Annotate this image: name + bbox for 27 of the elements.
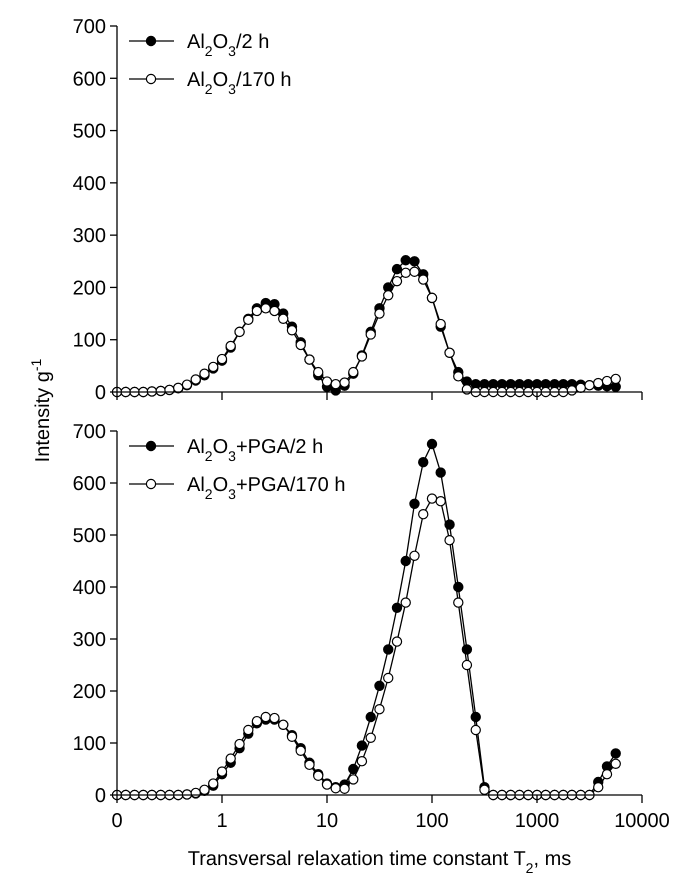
y-tick-label: 400 <box>72 577 106 599</box>
y-tick-label: 200 <box>72 277 106 300</box>
y-tick-label: 100 <box>72 733 106 755</box>
y-tick-label: 500 <box>72 120 106 143</box>
x-tick-label: 0 <box>111 810 123 832</box>
legend-label: Al$_{2}$O$_{3}$+PGA/2 h <box>187 436 324 464</box>
legend-label: Al$_{2}$O$_{3}$/2 h <box>187 31 270 59</box>
x-tick-label: 100 <box>415 810 449 832</box>
y-tick-label: 300 <box>72 225 106 248</box>
y-tick-label: 600 <box>72 68 106 90</box>
x-tick-label: 10 <box>316 810 338 832</box>
y-tick-label: 0 <box>94 382 106 404</box>
legend-label: Al$_{2}$O$_{3}$+PGA/170 h <box>187 474 346 502</box>
y-tick-label: 700 <box>72 16 106 38</box>
x-tick-label: 1 <box>216 810 228 832</box>
x-tick-label: 1000 <box>514 810 560 832</box>
y-tick-label: 200 <box>72 681 106 703</box>
y-tick-label: 0 <box>94 785 106 807</box>
y-tick-label: 700 <box>72 421 106 443</box>
y-tick-label: 400 <box>72 172 106 195</box>
y-tick-label: 500 <box>72 525 106 547</box>
y-tick-label: 300 <box>72 629 106 651</box>
y-tick-label: 100 <box>72 330 106 352</box>
legend-label: Al$_{2}$O$_{3}$/170 h <box>187 69 292 97</box>
x-tick-label: 10000 <box>614 810 670 832</box>
x-axis-title: Transversal relaxation time constant T$_{2}$, ms <box>188 848 572 876</box>
y-tick-label: 600 <box>72 473 106 495</box>
